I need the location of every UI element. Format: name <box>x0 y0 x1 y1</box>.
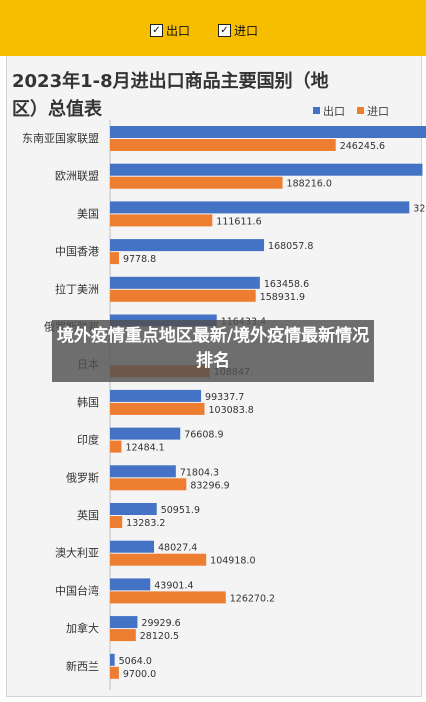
import-check-icon: ✓ <box>218 23 231 37</box>
export-bar <box>110 427 181 440</box>
import-value-label: 246245.6 <box>340 141 385 152</box>
export-checkbox[interactable]: ✓ 出口 <box>150 22 190 38</box>
export-value-label: 168057.8 <box>268 241 313 252</box>
import-bar <box>110 214 213 227</box>
import-bar <box>110 289 256 302</box>
export-bar <box>110 616 138 629</box>
export-bar <box>110 201 410 214</box>
legend-label: 出口 <box>323 104 345 118</box>
import-value-label: 103083.8 <box>208 405 253 416</box>
import-value-label: 13283.2 <box>126 518 165 529</box>
export-checkbox-label: 出口 <box>166 23 191 38</box>
import-value-label: 104918.0 <box>210 556 255 567</box>
legend-swatch <box>313 107 320 114</box>
import-bar <box>110 553 207 566</box>
category-label: 俄罗斯 <box>66 471 99 484</box>
export-value-label: 50951.9 <box>161 505 200 516</box>
export-value-label: 48027.4 <box>158 543 197 554</box>
import-value-label: 12484.1 <box>125 443 164 454</box>
export-value-label: 71804.3 <box>180 467 219 478</box>
import-checkbox[interactable]: ✓ 进口 <box>218 22 258 38</box>
export-bar <box>110 126 426 138</box>
import-value-label: 9700.0 <box>123 669 156 680</box>
export-value-label: 76608.9 <box>184 430 223 441</box>
import-value-label: 188216.0 <box>287 179 332 190</box>
import-bar <box>110 402 205 415</box>
import-bar <box>110 139 336 151</box>
export-bar <box>110 276 260 289</box>
import-value-label: 126270.2 <box>230 593 275 604</box>
chart-title: 2023年1-8月进出口商品主要国别（地区）总值表 <box>12 71 329 120</box>
legend-swatch <box>357 107 364 114</box>
import-bar <box>110 440 122 453</box>
import-bar <box>110 252 119 265</box>
export-bar <box>110 503 157 515</box>
legend-label: 进口 <box>367 105 389 118</box>
export-check-icon: ✓ <box>150 23 163 37</box>
import-checkbox-label: 进口 <box>234 23 259 38</box>
category-label: 韩国 <box>77 395 99 409</box>
export-bar <box>110 465 176 478</box>
headline-text: 境外疫情重点地区最新/境外疫情最新情况排名 <box>56 326 370 371</box>
category-label: 英国 <box>77 508 99 522</box>
export-value-label: 29929.6 <box>141 618 180 629</box>
export-bar <box>110 653 115 666</box>
export-value-label: 43901.4 <box>154 580 193 591</box>
category-label: 东南亚国家联盟 <box>22 131 99 145</box>
import-value-label: 9778.8 <box>123 254 156 265</box>
import-value-label: 111611.6 <box>216 216 261 227</box>
export-bar <box>110 163 423 176</box>
import-bar <box>110 666 119 679</box>
import-value-label: 28120.5 <box>140 631 179 642</box>
export-bar <box>110 239 265 252</box>
category-label: 拉丁美洲 <box>55 282 99 296</box>
category-label: 中国香港 <box>55 245 99 258</box>
export-value-label: 163458.6 <box>264 279 309 290</box>
export-value-label: 99337.7 <box>205 392 244 403</box>
export-bar <box>110 578 151 591</box>
export-bar <box>110 389 202 402</box>
import-bar <box>110 176 283 189</box>
export-value-label: 326490.6 <box>413 203 426 214</box>
category-label: 加拿大 <box>66 621 99 635</box>
import-value-label: 83296.9 <box>190 480 229 491</box>
import-value-label: 158931.9 <box>260 292 305 303</box>
import-bar <box>110 629 136 642</box>
headline-banner[interactable]: 境外疫情重点地区最新/境外疫情最新情况排名 <box>52 320 374 382</box>
import-bar <box>110 478 187 491</box>
category-label: 美国 <box>77 207 99 220</box>
category-label: 印度 <box>77 433 99 447</box>
import-bar <box>110 591 226 604</box>
export-bar <box>110 540 155 553</box>
export-value-label: 5064.0 <box>119 656 152 667</box>
category-label: 澳大利亚 <box>55 546 99 560</box>
category-label: 中国台湾 <box>55 583 99 597</box>
import-bar <box>110 516 123 528</box>
category-label: 欧洲联盟 <box>55 170 99 183</box>
filter-bar: ✓ 出口 ✓ 进口 <box>0 0 426 56</box>
category-label: 新西兰 <box>66 659 99 673</box>
